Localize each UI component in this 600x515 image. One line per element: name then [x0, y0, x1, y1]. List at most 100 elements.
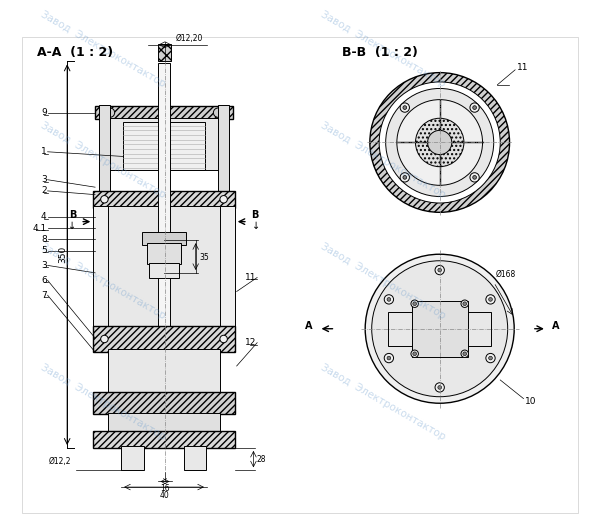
Text: 11: 11 [517, 63, 529, 73]
Circle shape [488, 356, 493, 360]
Text: Завод  Электроконтактор: Завод Электроконтактор [319, 9, 447, 89]
Circle shape [379, 82, 500, 203]
Circle shape [106, 108, 115, 117]
Circle shape [470, 173, 479, 182]
Circle shape [214, 108, 223, 117]
Bar [218, 105, 229, 226]
Circle shape [470, 103, 479, 112]
Bar [93, 326, 235, 352]
Circle shape [438, 386, 442, 389]
Text: В: В [251, 210, 259, 220]
Circle shape [411, 350, 418, 357]
Text: В-В  (1 : 2): В-В (1 : 2) [342, 46, 418, 59]
Text: 2: 2 [41, 186, 47, 195]
Text: 4.1: 4.1 [32, 224, 47, 233]
Bar [93, 392, 235, 415]
Text: ↓: ↓ [68, 221, 76, 231]
Text: ↓: ↓ [251, 221, 260, 231]
Text: 16: 16 [160, 484, 170, 493]
Circle shape [486, 295, 495, 304]
Text: 3: 3 [41, 175, 47, 184]
Circle shape [101, 196, 108, 203]
Text: 1: 1 [41, 147, 47, 156]
Bar [412, 301, 467, 357]
Circle shape [411, 300, 418, 307]
Bar [149, 263, 179, 278]
Bar [108, 118, 220, 170]
Text: 40: 40 [160, 491, 170, 500]
Text: 10: 10 [526, 397, 537, 406]
Circle shape [101, 335, 108, 342]
Circle shape [435, 265, 445, 274]
Circle shape [384, 353, 394, 363]
Bar [93, 191, 235, 208]
Circle shape [397, 99, 482, 185]
Text: 12: 12 [245, 338, 256, 347]
Bar [95, 106, 233, 119]
Circle shape [372, 261, 508, 397]
Circle shape [413, 302, 416, 305]
Text: Завод  Электроконтактор: Завод Электроконтактор [319, 242, 447, 321]
Bar [147, 243, 181, 264]
Bar [121, 446, 143, 470]
Circle shape [384, 295, 394, 304]
Bar [158, 63, 170, 422]
Circle shape [403, 176, 407, 179]
Text: Завод  Электроконтактор: Завод Электроконтактор [319, 121, 447, 200]
Text: 7: 7 [41, 290, 47, 300]
Text: Ø12,2: Ø12,2 [49, 457, 71, 466]
Circle shape [463, 352, 467, 356]
Text: А: А [305, 321, 312, 331]
Text: 8: 8 [41, 235, 47, 244]
Text: Завод  Электроконтактор: Завод Электроконтактор [39, 242, 167, 321]
Text: 350: 350 [58, 246, 67, 263]
Bar [158, 44, 170, 61]
Bar [108, 206, 220, 329]
Text: А-А  (1 : 2): А-А (1 : 2) [37, 46, 113, 59]
Text: Завод  Электроконтактор: Завод Электроконтактор [39, 363, 167, 442]
Text: Завод  Электроконтактор: Завод Электроконтактор [319, 363, 447, 442]
Text: Завод  Электроконтактор: Завод Электроконтактор [39, 121, 167, 200]
Circle shape [387, 298, 391, 301]
Text: В: В [69, 210, 76, 220]
Bar [184, 446, 206, 470]
Text: 4: 4 [41, 213, 47, 221]
Circle shape [413, 352, 416, 356]
Circle shape [428, 130, 452, 154]
Circle shape [386, 89, 494, 197]
Circle shape [486, 353, 495, 363]
Text: 5: 5 [41, 246, 47, 255]
Circle shape [400, 103, 409, 112]
Circle shape [461, 300, 469, 307]
Circle shape [473, 176, 476, 179]
Ellipse shape [424, 319, 455, 338]
Circle shape [461, 350, 469, 357]
Circle shape [435, 383, 445, 392]
Circle shape [488, 298, 493, 301]
Bar [99, 105, 110, 226]
Bar [388, 312, 491, 346]
Text: А: А [553, 321, 560, 331]
Circle shape [220, 196, 227, 203]
Text: 9: 9 [41, 108, 47, 117]
Bar [93, 206, 235, 329]
Circle shape [400, 173, 409, 182]
Text: Ø168: Ø168 [496, 269, 516, 279]
Bar [93, 431, 235, 448]
Circle shape [438, 268, 442, 272]
Bar [142, 232, 187, 245]
Circle shape [220, 335, 227, 342]
Text: 6: 6 [41, 276, 47, 285]
Text: 28: 28 [256, 455, 266, 464]
Text: 35: 35 [199, 252, 209, 262]
Ellipse shape [431, 323, 448, 334]
Circle shape [365, 254, 514, 403]
Circle shape [403, 106, 407, 109]
Circle shape [473, 106, 476, 109]
Bar [123, 122, 205, 170]
Bar [108, 413, 220, 433]
Bar [108, 349, 220, 394]
Circle shape [370, 73, 509, 212]
Text: 11: 11 [245, 273, 256, 282]
Circle shape [463, 302, 467, 305]
